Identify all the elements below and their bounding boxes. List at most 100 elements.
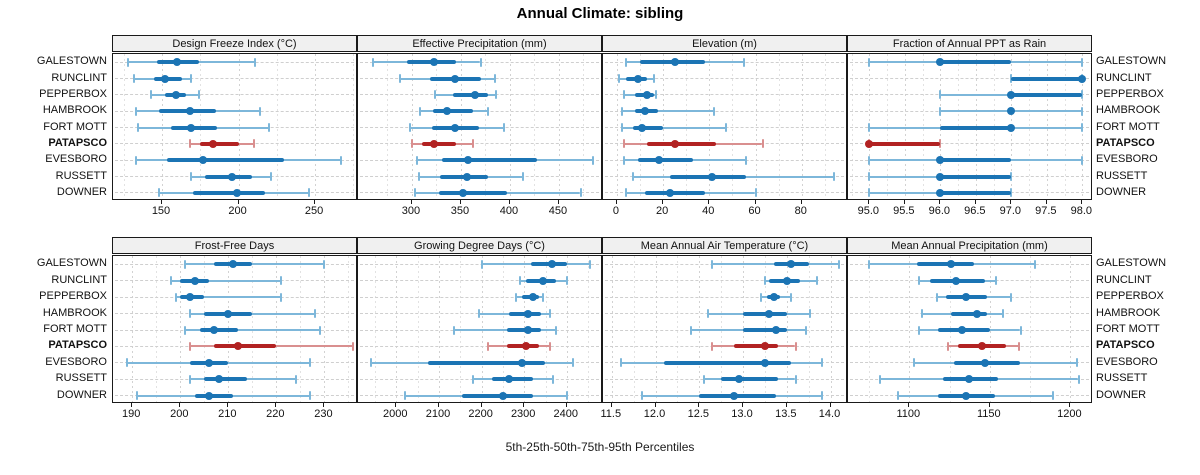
iqr-bar-fort-mott [199, 328, 238, 332]
gridline-minor [732, 54, 734, 199]
axis-tick-label: 80 [794, 205, 807, 217]
whisker-cap [622, 139, 625, 149]
whisker-cap [622, 155, 625, 165]
median-dot-fort-mott [209, 326, 218, 334]
iqr-bar-patapsco [421, 141, 456, 146]
axis-tick [868, 200, 870, 204]
category-label-left-galestown: GALESTOWN [36, 257, 107, 270]
median-dot-hambrook [224, 309, 233, 318]
whisker-cap [555, 325, 558, 335]
whisker-cap [794, 341, 797, 351]
whisker-cap [1010, 172, 1013, 181]
iqr-bar-evesboro [940, 158, 1012, 163]
median-dot-pepperbox [171, 90, 180, 99]
whisker-cap [403, 391, 406, 401]
whisker-cap [1081, 57, 1084, 67]
whisker-cap [1001, 309, 1004, 319]
gridline-major [616, 54, 618, 199]
percentile-whisker-runclint [170, 279, 282, 282]
axis-tick-label: 95.5 [893, 205, 915, 217]
median-dot-fort-mott [772, 326, 781, 334]
iqr-bar-evesboro [166, 158, 285, 163]
median-dot-runclint [161, 74, 170, 83]
iqr-bar-fort-mott [633, 125, 663, 130]
whisker-cap [711, 341, 714, 351]
axis-tick-label: 350 [450, 205, 470, 217]
median-dot-patapsco [670, 139, 679, 148]
median-dot-russett [214, 375, 223, 384]
iqr-bar-downer [194, 393, 234, 398]
whisker-cap [809, 309, 812, 319]
axis-tick [742, 403, 743, 407]
whisker-cap [190, 172, 193, 181]
median-dot-runclint [633, 74, 642, 83]
category-label-left-runclint: RUNCLINT [51, 273, 107, 286]
whisker-cap [417, 172, 420, 181]
gridline-major [755, 54, 757, 199]
whisker-cap [294, 374, 297, 384]
percentile-whisker-fort-mott [621, 126, 726, 129]
whisker-cap [503, 123, 505, 132]
percentile-whisker-pepperbox [175, 296, 282, 299]
axis-tick [698, 403, 700, 407]
axis-tick-label: 1200 [1057, 408, 1082, 420]
gridline-minor [417, 256, 419, 402]
axis-tick [395, 403, 397, 407]
median-dot-pepperbox [1007, 90, 1016, 99]
whisker-cap [1081, 106, 1084, 116]
axis-tick-label: 13.5 [775, 408, 797, 420]
axis-tick-label: 2300 [510, 408, 536, 420]
iqr-bar-fort-mott [743, 328, 787, 332]
gridline-major [509, 54, 511, 199]
axis-tick-label: 250 [304, 205, 324, 217]
whisker-cap [939, 139, 942, 149]
axis-tick [1045, 200, 1047, 204]
category-label-right-evesboro: EVESBORO [1096, 153, 1158, 166]
panel-header-design-freeze-index-c-: Design Freeze Index (°C) [112, 35, 357, 52]
axis-tick-label: 190 [122, 408, 141, 420]
gridline-minor [808, 256, 810, 402]
whisker-cap [136, 123, 139, 132]
median-dot-patapsco [429, 139, 438, 148]
whisker-cap [805, 325, 807, 335]
iqr-bar-patapsco [646, 141, 717, 146]
whisker-cap [252, 139, 255, 149]
whisker-cap [521, 172, 524, 181]
whisker-cap [254, 57, 257, 67]
axis-tick [508, 200, 510, 204]
median-dot-galestown [429, 58, 438, 67]
panel-plot-mean-annual-precipitation-mm- [847, 255, 1092, 403]
whisker-cap [494, 74, 497, 83]
category-label-left-russett: RUSSETT [55, 372, 107, 385]
whisker-cap [259, 106, 261, 116]
category-label-right-russett: RUSSETT [1096, 372, 1148, 385]
panel-plot-fraction-of-annual-ppt-as-rain [847, 53, 1092, 200]
whisker-cap [1051, 391, 1054, 401]
gridline-major [655, 256, 657, 402]
whisker-cap [794, 374, 797, 384]
iqr-bar-pepperbox [1011, 92, 1083, 97]
iqr-bar-fort-mott [507, 328, 542, 332]
whisker-cap [655, 90, 658, 100]
row-refline [850, 143, 1089, 145]
median-dot-runclint [190, 276, 199, 285]
axis-tick-label: 1150 [976, 408, 1001, 420]
panel-header-growing-degree-days-c-: Growing Degree Days (°C) [357, 237, 602, 254]
iqr-bar-russett [204, 377, 248, 382]
whisker-cap [921, 309, 924, 319]
median-dot-downer [205, 391, 214, 400]
axis-tick [480, 403, 482, 407]
whisker-cap [790, 292, 793, 302]
axis-tick [654, 403, 656, 407]
median-dot-hambrook [640, 107, 649, 116]
gridline-minor [583, 54, 585, 199]
median-dot-patapsco [977, 342, 986, 351]
median-dot-pepperbox [185, 293, 194, 302]
panel-plot-growing-degree-days-c- [357, 255, 602, 403]
axis-tick [410, 200, 412, 204]
median-dot-galestown [670, 58, 679, 67]
gridline-major [611, 256, 613, 402]
axis-tick [237, 200, 239, 204]
median-dot-pepperbox [642, 90, 651, 99]
axis-tick-label: 98.0 [1070, 205, 1092, 217]
